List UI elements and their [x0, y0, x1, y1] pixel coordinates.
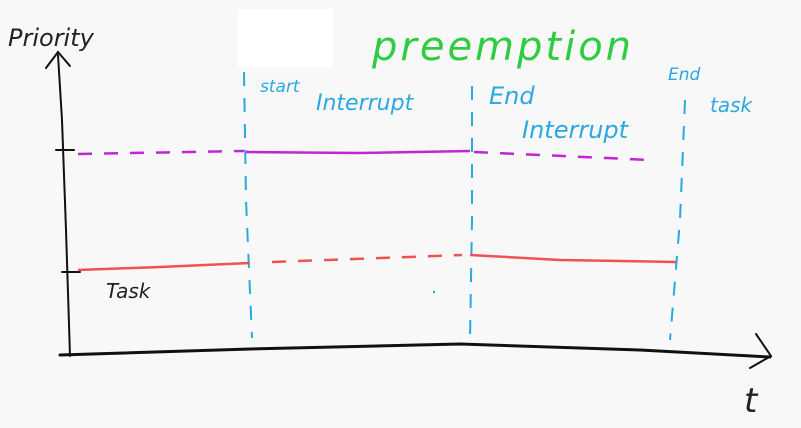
marker-lines — [243, 71, 686, 341]
x-axis-arrow-icon — [749, 333, 773, 369]
label-start-interrupt: Interrupt — [316, 91, 415, 116]
label-start: start — [260, 77, 301, 97]
marker-end-interrupt — [469, 86, 473, 341]
x-axis-label: t — [744, 381, 759, 421]
y-axis — [45, 50, 81, 357]
y-axis-label: Priority — [8, 24, 95, 52]
label-end-task-1: End — [668, 65, 701, 85]
blank-box — [238, 9, 333, 67]
marker-end-task — [669, 99, 686, 341]
label-end-interrupt-2: Interrupt — [522, 116, 630, 144]
label-end-task-2: task — [710, 93, 754, 117]
interrupt-priority-line — [77, 149, 651, 162]
stray-dot — [432, 290, 436, 294]
task-priority-line — [77, 253, 677, 272]
y-axis-arrow-icon — [45, 50, 71, 69]
marker-start-interrupt — [243, 71, 253, 339]
x-axis — [58, 333, 773, 369]
diagram-title: preemption — [371, 24, 634, 70]
label-end-interrupt-1: End — [489, 82, 535, 110]
label-task: Task — [106, 279, 152, 303]
